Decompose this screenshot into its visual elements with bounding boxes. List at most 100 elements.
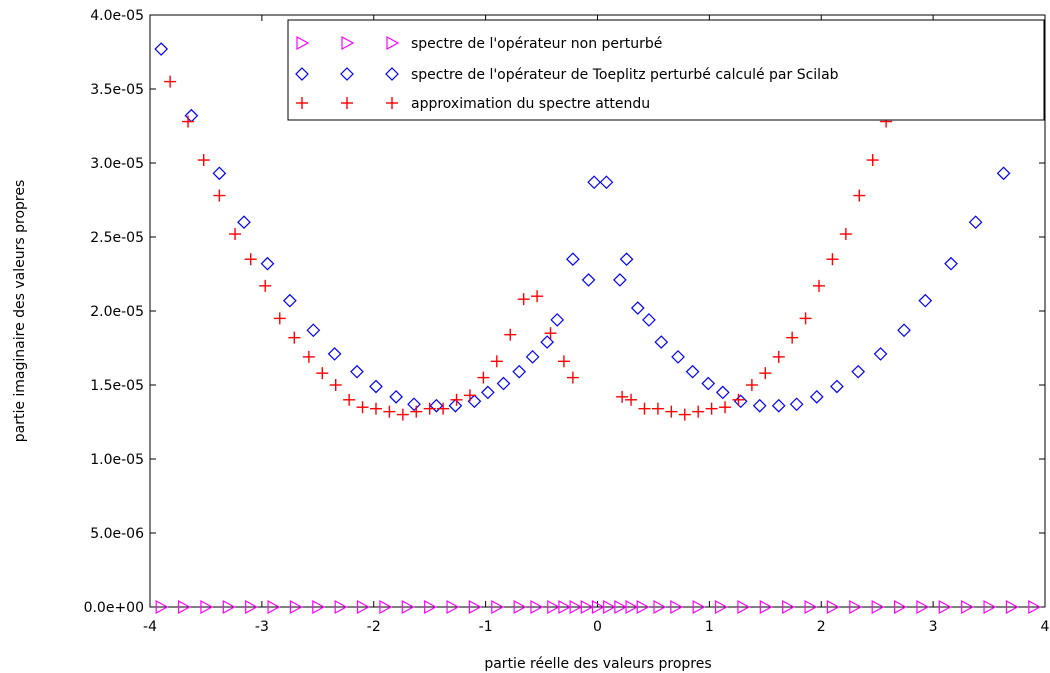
point: [164, 75, 177, 88]
point: [893, 599, 907, 615]
point: [383, 405, 396, 418]
point: [603, 599, 616, 615]
series-1: [155, 599, 1042, 615]
point: [983, 599, 997, 615]
point: [685, 364, 700, 379]
point: [369, 379, 383, 394]
point: [599, 175, 614, 190]
point: [282, 293, 297, 308]
point: [513, 599, 527, 615]
y-tick-label: 2.5e-05: [90, 230, 144, 246]
point: [719, 401, 732, 414]
point: [260, 256, 275, 271]
point: [302, 350, 315, 363]
point: [517, 293, 530, 306]
point: [244, 253, 257, 266]
point: [496, 376, 511, 391]
point: [789, 397, 804, 412]
legend-marker: [341, 97, 353, 109]
point: [625, 599, 639, 615]
point: [448, 398, 463, 413]
point: [671, 350, 685, 364]
point: [692, 405, 705, 418]
x-tick-label: -2: [367, 619, 381, 635]
point: [312, 599, 326, 615]
point: [222, 599, 236, 615]
y-tick-label: 0.0e+00: [84, 600, 144, 616]
point: [619, 252, 634, 267]
legend-label: spectre de l'opérateur non perturbé: [411, 36, 662, 52]
point: [839, 228, 852, 241]
point: [212, 166, 227, 181]
point: [654, 335, 669, 349]
point: [463, 389, 476, 402]
point: [334, 599, 348, 615]
y-tick-label: 1.0e-05: [90, 452, 144, 468]
point: [918, 293, 933, 308]
point: [581, 273, 596, 287]
point: [566, 252, 580, 267]
marks: [154, 42, 1042, 615]
point: [804, 599, 818, 615]
point: [531, 290, 544, 303]
legend-marker: [295, 67, 309, 81]
point: [782, 599, 795, 615]
point: [544, 327, 557, 340]
point: [1005, 599, 1019, 615]
point: [557, 355, 570, 368]
point: [450, 393, 463, 406]
point: [813, 279, 826, 292]
point: [630, 301, 645, 315]
point: [616, 390, 629, 403]
point: [809, 389, 824, 404]
point: [636, 599, 650, 615]
point: [745, 379, 758, 391]
point: [407, 397, 421, 412]
legend-marker: [386, 35, 400, 51]
y-tick-label: 2.0e-05: [90, 304, 144, 320]
point: [638, 402, 651, 415]
legend-label: spectre de l'opérateur de Toeplitz pertu…: [411, 67, 839, 83]
point: [851, 364, 866, 379]
point: [481, 385, 495, 400]
point: [701, 376, 716, 391]
point: [213, 189, 226, 202]
point: [692, 599, 706, 615]
point: [678, 408, 691, 421]
point: [944, 256, 958, 271]
point: [732, 393, 745, 406]
point: [714, 599, 728, 615]
point: [477, 371, 490, 384]
legend-marker: [340, 67, 354, 81]
point: [772, 350, 785, 363]
point: [916, 599, 930, 615]
point: [759, 367, 772, 380]
point: [737, 599, 751, 615]
legend-marker: [341, 35, 355, 51]
point: [155, 599, 169, 615]
point: [752, 398, 767, 413]
point: [1028, 599, 1042, 615]
point: [446, 599, 460, 615]
point: [771, 398, 786, 413]
legend-marker: [386, 97, 398, 109]
point: [306, 323, 321, 338]
point: [525, 350, 540, 364]
point: [871, 599, 885, 615]
point: [705, 402, 718, 415]
point: [512, 364, 527, 379]
x-axis-label: partie réelle des valeurs propres: [484, 656, 711, 672]
point: [715, 385, 730, 400]
y-axis-label: partie imaginaire des valeurs propres: [12, 180, 28, 443]
point: [423, 402, 436, 415]
axes: -4 -3 -2 -1 0 1 2 3 4 0.0e+00 5.0e-06 1.0e-05 1.5e-0…: [84, 8, 1050, 635]
series-3: [164, 75, 1031, 421]
x-tick-label: 3: [929, 619, 938, 635]
point: [968, 215, 983, 230]
point: [177, 599, 191, 615]
legend-label: approximation du spectre attendu: [411, 96, 650, 112]
x-tick-label: -1: [479, 619, 493, 635]
point: [184, 108, 199, 123]
legend: spectre de l'opérateur non perturbé spect…: [287, 19, 1045, 121]
point: [897, 323, 911, 338]
